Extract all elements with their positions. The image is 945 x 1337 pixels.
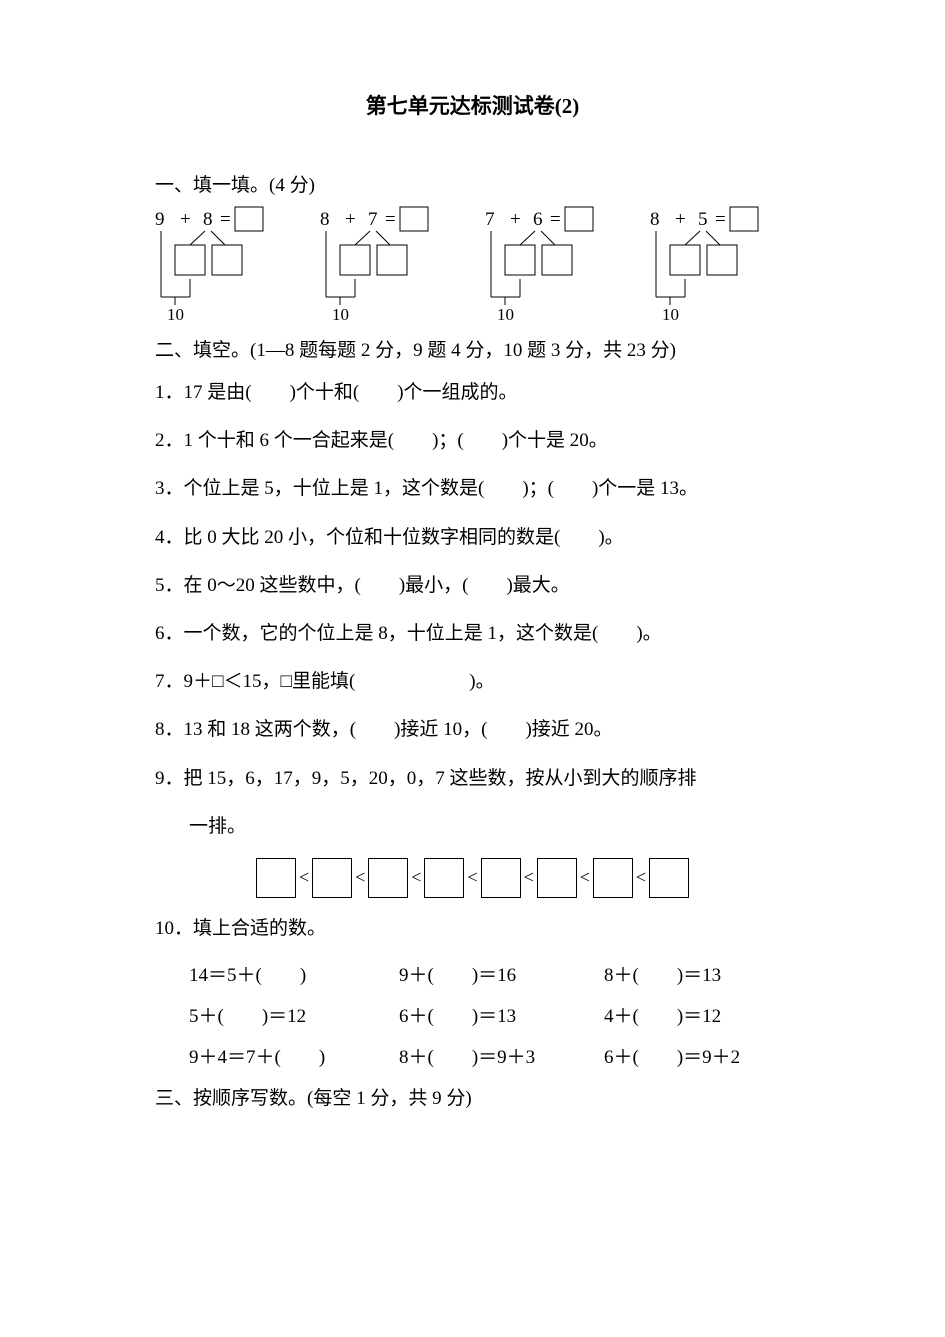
q10-r2c1: 5＋( )＝12 xyxy=(189,1001,399,1028)
q10-r3c1: 9＋4＝7＋( ) xyxy=(189,1042,399,1069)
lt-sign: < xyxy=(299,867,309,888)
q2-4: 4．比 0 大比 20 小，个位和十位数字相同的数是( )。 xyxy=(155,521,790,555)
q2-10-header: 10．填上合适的数。 xyxy=(155,912,790,946)
order-box[interactable] xyxy=(312,858,352,898)
lt-sign: < xyxy=(580,867,590,888)
q10-grid: 14＝5＋( ) 9＋( )＝16 8＋( )＝13 5＋( )＝12 6＋( … xyxy=(189,960,790,1069)
q2-9a: 9．把 15，6，17，9，5，20，0，7 这些数，按从小到大的顺序排 xyxy=(155,762,790,796)
p2-b: 7 xyxy=(368,209,378,230)
q2-3: 3．个位上是 5，十位上是 1，这个数是( )；( )个一是 13。 xyxy=(155,472,790,506)
order-box[interactable] xyxy=(256,858,296,898)
split-line xyxy=(190,231,205,245)
order-box[interactable] xyxy=(537,858,577,898)
page-content: 第七单元达标测试卷(2) 一、填一填。(4 分) 9 + 8 = 10 8 + xyxy=(0,0,945,1178)
lt-sign: < xyxy=(636,867,646,888)
order-box[interactable] xyxy=(649,858,689,898)
decomposition-row: 9 + 8 = 10 8 + 7 = xyxy=(155,205,795,325)
split-line xyxy=(520,231,535,245)
order-box[interactable] xyxy=(424,858,464,898)
answer-box[interactable] xyxy=(235,207,263,231)
q10-row-1: 14＝5＋( ) 9＋( )＝16 8＋( )＝13 xyxy=(189,960,790,987)
split-line xyxy=(211,231,225,245)
q10-r2c2: 6＋( )＝13 xyxy=(399,1001,604,1028)
q2-5: 5．在 0～20 这些数中，( )最小，( )最大。 xyxy=(155,569,790,603)
lt-sign: < xyxy=(467,867,477,888)
section-1-header: 一、填一填。(4 分) xyxy=(155,170,790,197)
p3-b: 6 xyxy=(533,209,543,230)
answer-box[interactable] xyxy=(565,207,593,231)
ten-label: 10 xyxy=(497,305,514,324)
p1-eq: = xyxy=(220,209,231,230)
q2-2: 2．1 个十和 6 个一合起来是( )；( )个十是 20。 xyxy=(155,424,790,458)
split-box-right[interactable] xyxy=(542,245,572,275)
order-box[interactable] xyxy=(593,858,633,898)
p2-a: 8 xyxy=(320,209,330,230)
q9-ordering-row: < < < < < < < xyxy=(155,858,790,898)
order-box[interactable] xyxy=(368,858,408,898)
decomp-problem-4: 8 + 5 = 10 xyxy=(650,207,758,324)
p4-a: 8 xyxy=(650,209,660,230)
p1-b: 8 xyxy=(203,209,213,230)
section-3-header: 三、按顺序写数。(每空 1 分，共 9 分) xyxy=(155,1083,790,1110)
q10-r2c3: 4＋( )＝12 xyxy=(604,1001,790,1028)
order-box[interactable] xyxy=(481,858,521,898)
split-line xyxy=(706,231,720,245)
split-line xyxy=(541,231,555,245)
split-line xyxy=(355,231,370,245)
lt-sign: < xyxy=(411,867,421,888)
q10-r1c3: 8＋( )＝13 xyxy=(604,960,790,987)
split-box-left[interactable] xyxy=(670,245,700,275)
decomp-problem-2: 8 + 7 = 10 xyxy=(320,207,428,324)
split-box-right[interactable] xyxy=(707,245,737,275)
ten-label: 10 xyxy=(332,305,349,324)
split-box-left[interactable] xyxy=(505,245,535,275)
p1-a: 9 xyxy=(155,209,165,230)
split-box-right[interactable] xyxy=(377,245,407,275)
p4-b: 5 xyxy=(698,209,708,230)
q10-r1c2: 9＋( )＝16 xyxy=(399,960,604,987)
p3-eq: = xyxy=(550,209,561,230)
p3-a: 7 xyxy=(485,209,495,230)
p4-op: + xyxy=(675,209,686,230)
answer-box[interactable] xyxy=(400,207,428,231)
q10-r3c2: 8＋( )＝9＋3 xyxy=(399,1042,604,1069)
q2-9b: 一排。 xyxy=(189,810,790,844)
split-box-left[interactable] xyxy=(340,245,370,275)
q2-7: 7．9＋□＜15，□里能填( )。 xyxy=(155,665,790,699)
section-2-header: 二、填空。(1—8 题每题 2 分，9 题 4 分，10 题 3 分，共 23 … xyxy=(155,335,790,362)
split-line xyxy=(376,231,390,245)
q10-row-2: 5＋( )＝12 6＋( )＝13 4＋( )＝12 xyxy=(189,1001,790,1028)
p2-op: + xyxy=(345,209,356,230)
p4-eq: = xyxy=(715,209,726,230)
page-title: 第七单元达标测试卷(2) xyxy=(155,90,790,120)
lt-sign: < xyxy=(355,867,365,888)
split-box-left[interactable] xyxy=(175,245,205,275)
lt-sign: < xyxy=(524,867,534,888)
answer-box[interactable] xyxy=(730,207,758,231)
q10-r3c3: 6＋( )＝9＋2 xyxy=(604,1042,790,1069)
decomp-problem-3: 7 + 6 = 10 xyxy=(485,207,593,324)
ten-label: 10 xyxy=(167,305,184,324)
p3-op: + xyxy=(510,209,521,230)
ten-label: 10 xyxy=(662,305,679,324)
p2-eq: = xyxy=(385,209,396,230)
split-line xyxy=(685,231,700,245)
q2-8: 8．13 和 18 这两个数，( )接近 10，( )接近 20。 xyxy=(155,713,790,747)
q2-6: 6．一个数，它的个位上是 8，十位上是 1，这个数是( )。 xyxy=(155,617,790,651)
q10-r1c1: 14＝5＋( ) xyxy=(189,960,399,987)
decomp-problem-1: 9 + 8 = 10 xyxy=(155,207,263,324)
p1-op: + xyxy=(180,209,191,230)
q2-1: 1．17 是由( )个十和( )个一组成的。 xyxy=(155,376,790,410)
q10-row-3: 9＋4＝7＋( ) 8＋( )＝9＋3 6＋( )＝9＋2 xyxy=(189,1042,790,1069)
split-box-right[interactable] xyxy=(212,245,242,275)
